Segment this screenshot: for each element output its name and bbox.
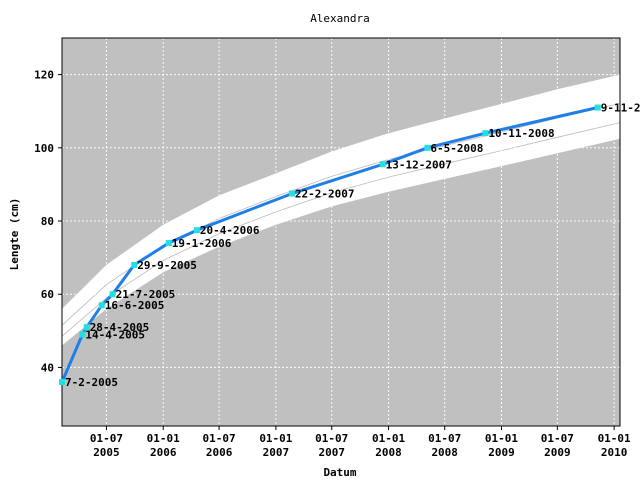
x-tick-year: 2007	[263, 446, 290, 459]
x-tick-label: 01-01	[259, 432, 292, 445]
x-tick-label: 01-01	[485, 432, 518, 445]
x-tick-year: 2008	[375, 446, 402, 459]
data-label: 21-7-2005	[116, 288, 176, 301]
data-label: 13-12-2007	[386, 158, 452, 171]
x-tick-label: 01-07	[203, 432, 236, 445]
data-label: 10-11-2008	[488, 127, 554, 140]
x-tick-year: 2006	[206, 446, 233, 459]
x-tick-label: 01-01	[372, 432, 405, 445]
x-tick-year: 2006	[150, 446, 177, 459]
data-point	[83, 324, 90, 331]
data-point	[98, 302, 105, 309]
x-axis-label: Datum	[323, 466, 356, 479]
data-point	[165, 239, 172, 246]
data-label: 16-6-2005	[105, 299, 165, 312]
data-label: 28-4-2005	[90, 321, 150, 334]
data-point	[379, 161, 386, 168]
data-point	[79, 331, 86, 338]
data-point	[59, 379, 65, 386]
y-tick-label: 80	[41, 215, 54, 228]
plot-area: 40608010012001-07200501-01200601-0720060…	[34, 37, 640, 459]
data-point	[424, 144, 431, 151]
x-tick-year: 2007	[318, 446, 345, 459]
x-tick-label: 01-01	[598, 432, 631, 445]
y-tick-label: 60	[41, 288, 54, 301]
y-tick-label: 120	[34, 69, 54, 82]
data-point	[109, 291, 116, 298]
y-tick-label: 100	[34, 142, 54, 155]
x-tick-year: 2009	[544, 446, 571, 459]
x-tick-label: 01-01	[147, 432, 180, 445]
y-tick-label: 40	[41, 361, 54, 374]
data-point	[193, 227, 200, 234]
x-tick-year: 2010	[601, 446, 628, 459]
plot-frame	[61, 37, 621, 427]
data-point	[482, 130, 489, 137]
data-label: 20-4-2006	[200, 224, 260, 237]
data-label: 22-2-2007	[295, 188, 355, 201]
percentile-line	[61, 122, 621, 337]
x-tick-year: 2009	[488, 446, 515, 459]
data-point	[288, 190, 295, 197]
data-label: 19-1-2006	[172, 237, 232, 250]
data-label: 14-4-2005	[85, 328, 145, 341]
reference-band	[62, 74, 620, 346]
x-tick-year: 2005	[93, 446, 120, 459]
data-label: 7-2-2005	[65, 376, 118, 389]
data-label: 6-5-2008	[430, 142, 483, 155]
data-label: 9-11-2009	[601, 102, 640, 115]
chart-title: Alexandra	[310, 12, 370, 25]
x-tick-label: 01-07	[90, 432, 123, 445]
x-tick-label: 01-07	[541, 432, 574, 445]
data-point	[594, 104, 601, 111]
data-label: 29-9-2005	[137, 259, 197, 272]
x-tick-label: 01-07	[315, 432, 348, 445]
x-tick-year: 2008	[431, 446, 458, 459]
x-tick-label: 01-07	[428, 432, 461, 445]
y-axis-label: Lengte (cm)	[8, 198, 21, 271]
data-point	[131, 261, 138, 268]
